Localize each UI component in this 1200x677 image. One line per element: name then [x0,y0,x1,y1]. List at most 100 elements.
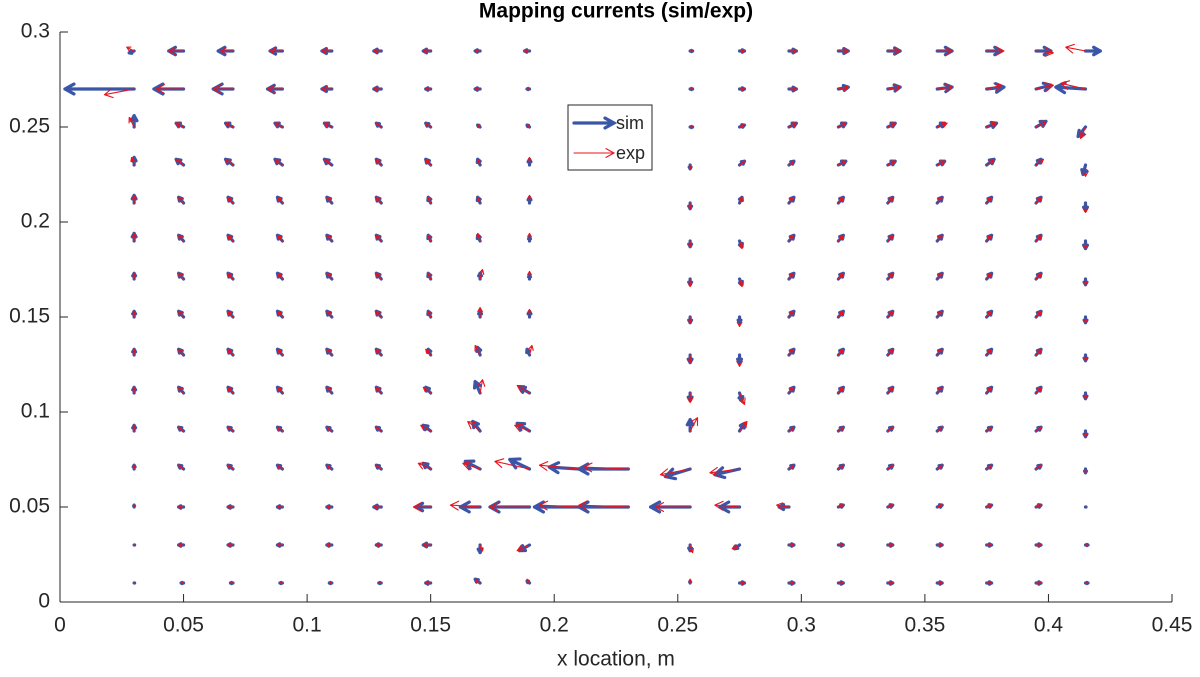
x-tick-label: 0.1 [293,614,322,637]
vector-arrow [227,426,234,432]
vector-arrow [739,124,746,128]
vector-arrow [1035,82,1054,92]
vector-arrow [1083,45,1102,57]
vector-arrow [659,468,691,479]
vector-arrow [986,426,993,432]
vector-arrow [427,272,432,280]
vector-arrow [220,47,234,55]
vector-arrow [425,581,432,585]
vector-arrow [788,310,795,318]
vector-arrow [538,500,580,511]
vector-arrow [986,504,993,508]
vector-arrow [103,88,135,99]
x-tick-label: 0.05 [163,614,204,637]
y-tick-label: 0.1 [21,400,50,423]
vector-arrow [887,348,894,356]
vector-arrow [229,581,234,585]
legend-label: exp [616,143,645,163]
vector-arrow [474,344,481,356]
vector-arrow [130,156,136,166]
vector-arrow [936,83,953,93]
legend-swatch [572,116,618,130]
vector-arrow [687,278,693,288]
vector-arrow [449,500,481,511]
vector-arrow [887,272,894,280]
vector-arrow [837,48,849,54]
vector-arrow [837,272,844,280]
vector-arrow [425,158,432,166]
vector-arrow [936,272,943,280]
vector-arrow [1083,392,1088,400]
vector-arrow [422,386,432,394]
vector-arrow [1035,543,1042,547]
vector-arrow [837,84,849,91]
vector-arrow [1035,504,1042,508]
vector-arrow [527,156,532,166]
vector-arrow [986,310,993,318]
vector-arrow [1083,354,1088,362]
vector-arrow [986,46,1005,56]
vector-arrow [1060,80,1087,90]
vector-arrow [936,310,943,318]
vector-arrow [709,466,741,477]
vector-arrow [131,194,137,204]
vector-arrow [936,234,943,242]
vector-arrow [276,196,283,204]
vector-arrow [1083,240,1088,250]
vector-arrow [837,196,844,204]
vector-arrow [1035,234,1042,242]
vector-arrow [788,122,797,128]
vector-arrow [375,348,382,356]
vector-arrow [132,310,137,318]
vector-arrow [776,502,790,510]
vector-arrow [986,386,993,394]
vector-arrow [128,116,135,128]
vector-arrow [887,310,894,318]
vector-arrow [837,504,844,508]
vector-arrow [986,272,993,280]
vector-arrow [837,122,847,128]
vector-arrow [375,310,382,318]
vector-arrow [525,347,532,357]
vector-arrow [425,348,432,356]
vector-arrow [736,354,743,367]
vector-arrow [276,426,283,432]
vector-arrow [887,581,894,585]
y-tick-label: 0.2 [21,210,50,233]
vector-arrow [986,543,993,547]
vector-arrow [527,232,532,242]
vector-arrow [739,160,746,166]
vector-arrow [936,386,943,394]
vector-arrow [375,464,382,470]
vector-arrow [375,543,382,547]
vector-arrow [1035,386,1042,394]
vector-arrow [477,124,481,128]
vector-arrow [887,84,901,92]
vector-arrow [1079,126,1087,139]
vector-arrow [1083,430,1088,438]
vector-arrow [527,194,532,204]
vector-arrow [276,464,283,470]
vector-arrow [1082,202,1089,214]
vector-arrow [180,581,185,585]
vector-arrow [126,46,135,52]
vector-arrow [1083,278,1088,286]
vector-arrow [739,420,748,432]
vector-arrow [129,114,139,129]
vector-arrow [887,543,894,547]
vector-arrow [837,581,844,585]
vector-arrow [326,505,333,509]
vector-arrow [887,464,894,470]
x-tick-label: 0.2 [540,614,569,637]
vector-arrow [425,87,432,91]
vector-arrow [986,581,993,585]
vector-arrow [326,234,333,242]
vector-arrow [936,46,953,56]
vector-arrow [1065,43,1087,54]
vector-arrow [788,386,795,394]
vector-arrow [478,268,485,280]
vector-arrow [269,47,283,55]
vector-arrow [227,310,234,318]
x-tick-label: 0.35 [904,614,945,637]
vector-arrow [516,384,531,394]
